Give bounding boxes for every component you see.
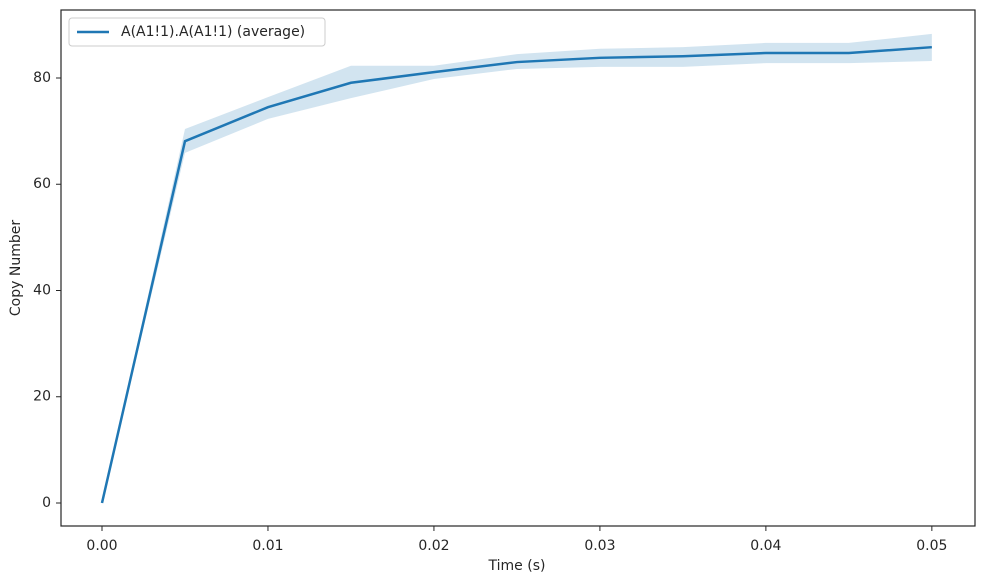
plot-frame (60, 9, 976, 527)
y-tick-label: 80 (33, 70, 51, 86)
y-tick-label: 20 (33, 389, 51, 405)
x-tick-label: 0.04 (750, 538, 781, 554)
x-axis-label: Time (s) (488, 558, 546, 574)
y-axis-label: Copy Number (8, 220, 24, 316)
x-tick-label: 0.03 (584, 538, 615, 554)
legend-label: A(A1!1).A(A1!1) (average) (121, 24, 305, 40)
x-tick-label: 0.01 (252, 538, 283, 554)
legend-box (68, 17, 326, 47)
confidence-band (101, 33, 932, 503)
series-line (100, 45, 932, 504)
x-tick-label: 0.05 (916, 538, 947, 554)
y-tick-label: 60 (33, 176, 51, 192)
y-tick-label: 0 (42, 495, 51, 511)
x-tick-label: 0.00 (86, 538, 117, 554)
y-tick-label: 40 (33, 282, 51, 298)
x-tick-label: 0.02 (418, 538, 449, 554)
